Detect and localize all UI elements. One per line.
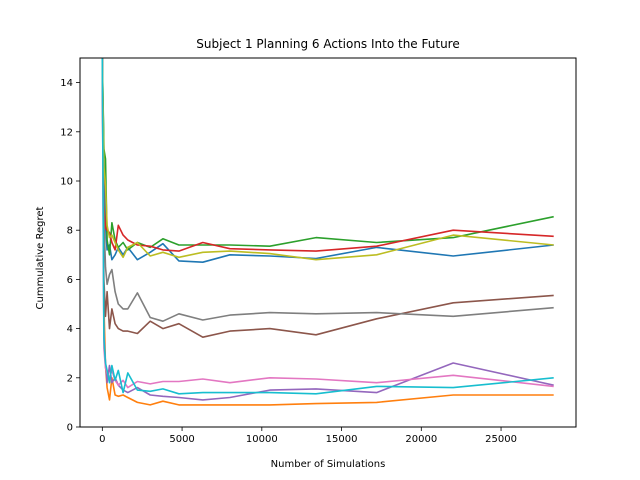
y-tick-label: 8 [67, 226, 73, 237]
series-line-7 [101, 58, 554, 389]
y-axis: 0 2 4 6 8 10 12 14 [60, 78, 80, 434]
series-layer [101, 58, 554, 406]
series-line-10 [101, 58, 554, 395]
series-line-2 [101, 58, 554, 406]
series-line-3 [101, 58, 554, 256]
x-tick-label: 0 [99, 434, 105, 445]
y-tick-label: 0 [67, 423, 73, 434]
series-line-6 [101, 58, 554, 339]
x-tick-label: 15000 [326, 434, 358, 445]
y-tick-label: 6 [67, 275, 73, 286]
y-tick-label: 14 [60, 78, 73, 89]
x-tick-label: 20000 [405, 434, 437, 445]
x-tick-label: 5000 [169, 434, 194, 445]
chart-title: Subject 1 Planning 6 Actions Into the Fu… [196, 37, 459, 51]
x-axis-label: Number of Simulations [271, 459, 386, 470]
series-line-8 [101, 58, 554, 323]
y-tick-label: 12 [60, 127, 73, 138]
series-line-9 [101, 58, 554, 261]
plot-area-frame [79, 57, 577, 428]
x-tick-label: 25000 [485, 434, 517, 445]
series-line-4 [101, 58, 554, 252]
x-axis: 0 5000 10000 15000 20000 25000 [99, 427, 517, 445]
series-line-5 [101, 58, 554, 401]
x-tick-label: 10000 [246, 434, 278, 445]
y-axis-label: Cummulative Regret [35, 206, 46, 309]
y-tick-label: 2 [67, 373, 73, 384]
y-tick-label: 4 [67, 324, 73, 335]
y-tick-label: 10 [60, 177, 73, 188]
